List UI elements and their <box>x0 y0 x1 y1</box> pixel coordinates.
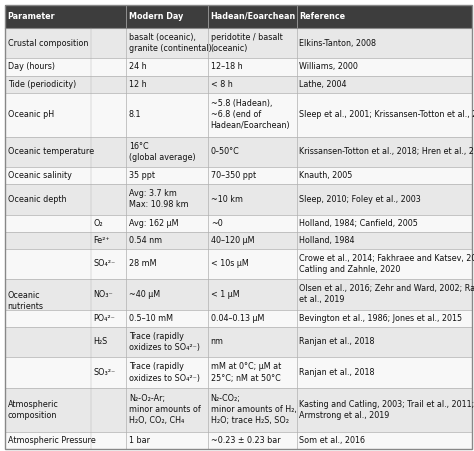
Text: SO₄²⁻: SO₄²⁻ <box>93 259 115 268</box>
Bar <box>5 388 472 432</box>
Text: ~5.8 (Hadean),
~6.8 (end of
Hadean/Eoarchean): ~5.8 (Hadean), ~6.8 (end of Hadean/Eoarc… <box>210 99 290 130</box>
Text: Crowe et al., 2014; Fakhraee and Katsev, 2019;
Catling and Zahnle, 2020: Crowe et al., 2014; Fakhraee and Katsev,… <box>300 254 474 274</box>
Bar <box>5 75 472 92</box>
Text: < 10s μM: < 10s μM <box>210 259 248 268</box>
Text: Sleep et al., 2001; Krissansen-Totton et al., 2018: Sleep et al., 2001; Krissansen-Totton et… <box>300 110 474 119</box>
Text: 1 bar: 1 bar <box>129 436 150 445</box>
Text: 0.54 nm: 0.54 nm <box>129 235 162 244</box>
Text: peridotite / basalt
(oceanic): peridotite / basalt (oceanic) <box>210 33 283 53</box>
Text: N₂-O₂-Ar;
minor amounts of
H₂O, CO₂, CH₄: N₂-O₂-Ar; minor amounts of H₂O, CO₂, CH₄ <box>129 394 201 425</box>
Text: Day (hours): Day (hours) <box>8 63 55 72</box>
Text: ~0: ~0 <box>210 219 222 228</box>
Text: Som et al., 2016: Som et al., 2016 <box>300 436 365 445</box>
Bar <box>5 137 472 167</box>
Text: 40–120 μM: 40–120 μM <box>210 235 254 244</box>
Text: Sleep, 2010; Foley et al., 2003: Sleep, 2010; Foley et al., 2003 <box>300 195 421 204</box>
Text: Lathe, 2004: Lathe, 2004 <box>300 79 347 88</box>
Text: mM at 0°C; μM at
25°C; nM at 50°C: mM at 0°C; μM at 25°C; nM at 50°C <box>210 363 281 382</box>
Text: Holland, 1984; Canfield, 2005: Holland, 1984; Canfield, 2005 <box>300 219 418 228</box>
Text: Knauth, 2005: Knauth, 2005 <box>300 171 353 180</box>
Text: Parameter: Parameter <box>8 12 55 21</box>
Text: Hadean/Eoarchean: Hadean/Eoarchean <box>210 12 296 21</box>
Text: Oceanic salinity: Oceanic salinity <box>8 171 72 180</box>
Text: 12–18 h: 12–18 h <box>210 63 242 72</box>
Text: Olsen et al., 2016; Zehr and Ward, 2002; Ranjan
et al., 2019: Olsen et al., 2016; Zehr and Ward, 2002;… <box>300 285 474 304</box>
Text: 35 ppt: 35 ppt <box>129 171 155 180</box>
Text: ~0.23 ± 0.23 bar: ~0.23 ± 0.23 bar <box>210 436 280 445</box>
Text: 28 mM: 28 mM <box>129 259 156 268</box>
Text: Oceanic depth: Oceanic depth <box>8 195 66 204</box>
Text: Ranjan et al., 2018: Ranjan et al., 2018 <box>300 337 375 346</box>
Text: Trace (rapidly
oxidizes to SO₄²⁻): Trace (rapidly oxidizes to SO₄²⁻) <box>129 363 200 382</box>
Text: Kasting and Catling, 2003; Trail et al., 2011;
Armstrong et al., 2019: Kasting and Catling, 2003; Trail et al.,… <box>300 400 474 420</box>
Bar <box>5 279 472 310</box>
Text: Krissansen-Totton et al., 2018; Hren et al., 2009: Krissansen-Totton et al., 2018; Hren et … <box>300 147 474 156</box>
Text: Tide (periodicity): Tide (periodicity) <box>8 79 76 88</box>
Text: Atmospheric Pressure: Atmospheric Pressure <box>8 436 95 445</box>
Text: Ranjan et al., 2018: Ranjan et al., 2018 <box>300 368 375 377</box>
Text: 70–350 ppt: 70–350 ppt <box>210 171 256 180</box>
Bar <box>5 357 472 388</box>
Text: Oceanic pH: Oceanic pH <box>8 110 54 119</box>
Text: 0.5–10 mM: 0.5–10 mM <box>129 314 173 322</box>
Text: 12 h: 12 h <box>129 79 146 88</box>
Text: Atmospheric
composition: Atmospheric composition <box>8 400 58 420</box>
Text: < 1 μM: < 1 μM <box>210 290 239 299</box>
Bar <box>5 167 472 184</box>
Text: 0–50°C: 0–50°C <box>210 147 239 156</box>
Text: ~10 km: ~10 km <box>210 195 243 204</box>
Text: ~40 μM: ~40 μM <box>129 290 160 299</box>
Text: Trace (rapidly
oxidizes to SO₄²⁻): Trace (rapidly oxidizes to SO₄²⁻) <box>129 332 200 352</box>
Text: Fe²⁺: Fe²⁺ <box>93 235 109 244</box>
Bar <box>5 59 472 75</box>
Bar <box>5 92 472 137</box>
Text: Avg: 162 μM: Avg: 162 μM <box>129 219 179 228</box>
Text: Reference: Reference <box>300 12 346 21</box>
Text: Holland, 1984: Holland, 1984 <box>300 235 355 244</box>
Bar <box>5 184 472 215</box>
Text: Oceanic
nutrients: Oceanic nutrients <box>8 291 44 311</box>
Bar <box>5 232 472 249</box>
Text: O₂: O₂ <box>93 219 103 228</box>
Text: PO₄²⁻: PO₄²⁻ <box>93 314 115 322</box>
Text: 16°C
(global average): 16°C (global average) <box>129 142 196 162</box>
Text: Bevington et al., 1986; Jones et al., 2015: Bevington et al., 1986; Jones et al., 20… <box>300 314 463 322</box>
Text: Modern Day: Modern Day <box>129 12 183 21</box>
Bar <box>5 327 472 357</box>
Text: 0.04–0.13 μM: 0.04–0.13 μM <box>210 314 264 322</box>
Text: Elkins-Tanton, 2008: Elkins-Tanton, 2008 <box>300 39 376 48</box>
Text: basalt (oceanic),
granite (continental): basalt (oceanic), granite (continental) <box>129 33 212 53</box>
Bar <box>5 310 472 327</box>
Text: SO₃²⁻: SO₃²⁻ <box>93 368 115 377</box>
Text: Williams, 2000: Williams, 2000 <box>300 63 358 72</box>
Text: Oceanic temperature: Oceanic temperature <box>8 147 94 156</box>
Bar <box>5 249 472 279</box>
Text: 24 h: 24 h <box>129 63 146 72</box>
Text: Avg: 3.7 km
Max: 10.98 km: Avg: 3.7 km Max: 10.98 km <box>129 189 189 209</box>
Bar <box>5 215 472 232</box>
Bar <box>5 28 472 59</box>
Bar <box>5 432 472 449</box>
Text: 8.1: 8.1 <box>129 110 141 119</box>
Bar <box>5 5 472 28</box>
Text: N₂-CO₂;
minor amounts of H₂,
H₂O; trace H₂S, SO₂: N₂-CO₂; minor amounts of H₂, H₂O; trace … <box>210 394 296 425</box>
Text: NO₃⁻: NO₃⁻ <box>93 290 113 299</box>
Text: nm: nm <box>210 337 224 346</box>
Text: H₂S: H₂S <box>93 337 107 346</box>
Text: < 8 h: < 8 h <box>210 79 232 88</box>
Text: Crustal composition: Crustal composition <box>8 39 88 48</box>
